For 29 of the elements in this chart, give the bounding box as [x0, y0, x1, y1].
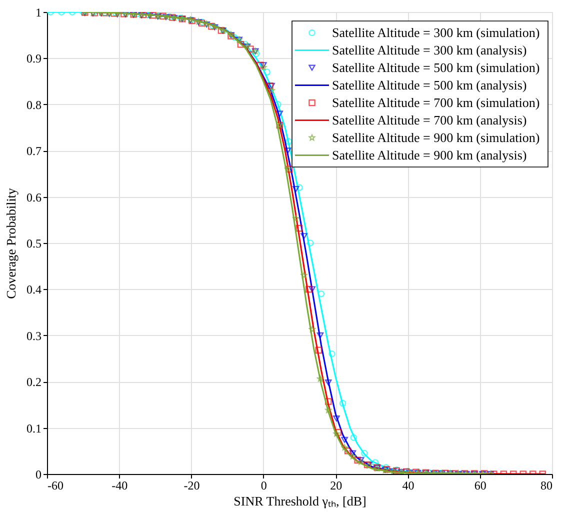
- y-tick-label: 0.4: [26, 282, 42, 297]
- x-tick-label: 40: [402, 478, 414, 492]
- y-tick-label: 1: [36, 6, 42, 20]
- legend-label: Satellite Altitude = 700 km (analysis): [332, 112, 527, 128]
- legend-label: Satellite Altitude = 500 km (analysis): [332, 77, 527, 92]
- y-axis-title: Coverage Probability: [4, 188, 18, 299]
- legend-label: Satellite Altitude = 300 km (simulation): [332, 24, 540, 40]
- y-tick-label: 0.8: [26, 98, 42, 112]
- y-tick-label: 0.6: [26, 190, 42, 204]
- x-tick-label: -60: [48, 478, 64, 492]
- x-tick-label: 0: [260, 478, 267, 492]
- x-tick-label: -20: [184, 478, 200, 492]
- legend-label: Satellite Altitude = 900 km (simulation): [332, 130, 540, 145]
- y-tick-label: 0.9: [26, 52, 42, 66]
- x-tick-label: 60: [474, 478, 486, 492]
- y-tick-label: 0.3: [26, 328, 42, 343]
- x-axis-title: SINR Threshold γₜₕ, [dB]: [234, 494, 366, 508]
- x-tick-label: -40: [112, 478, 128, 492]
- legend-label: Satellite Altitude = 500 km (simulation): [332, 60, 540, 75]
- y-tick-label: 0: [36, 468, 42, 482]
- legend-label: Satellite Altitude = 700 km (simulation): [332, 94, 540, 110]
- x-tick-label: 20: [330, 478, 342, 492]
- y-tick-label: 0.2: [26, 375, 42, 390]
- y-tick-label: 0.1: [26, 421, 42, 436]
- legend-label: Satellite Altitude = 900 km (analysis): [332, 147, 527, 162]
- x-tick-label: 80: [540, 478, 552, 492]
- legend-label: Satellite Altitude = 300 km (analysis): [332, 42, 527, 58]
- y-tick-label: 0.7: [26, 144, 42, 158]
- y-tick-label: 0.5: [26, 236, 42, 250]
